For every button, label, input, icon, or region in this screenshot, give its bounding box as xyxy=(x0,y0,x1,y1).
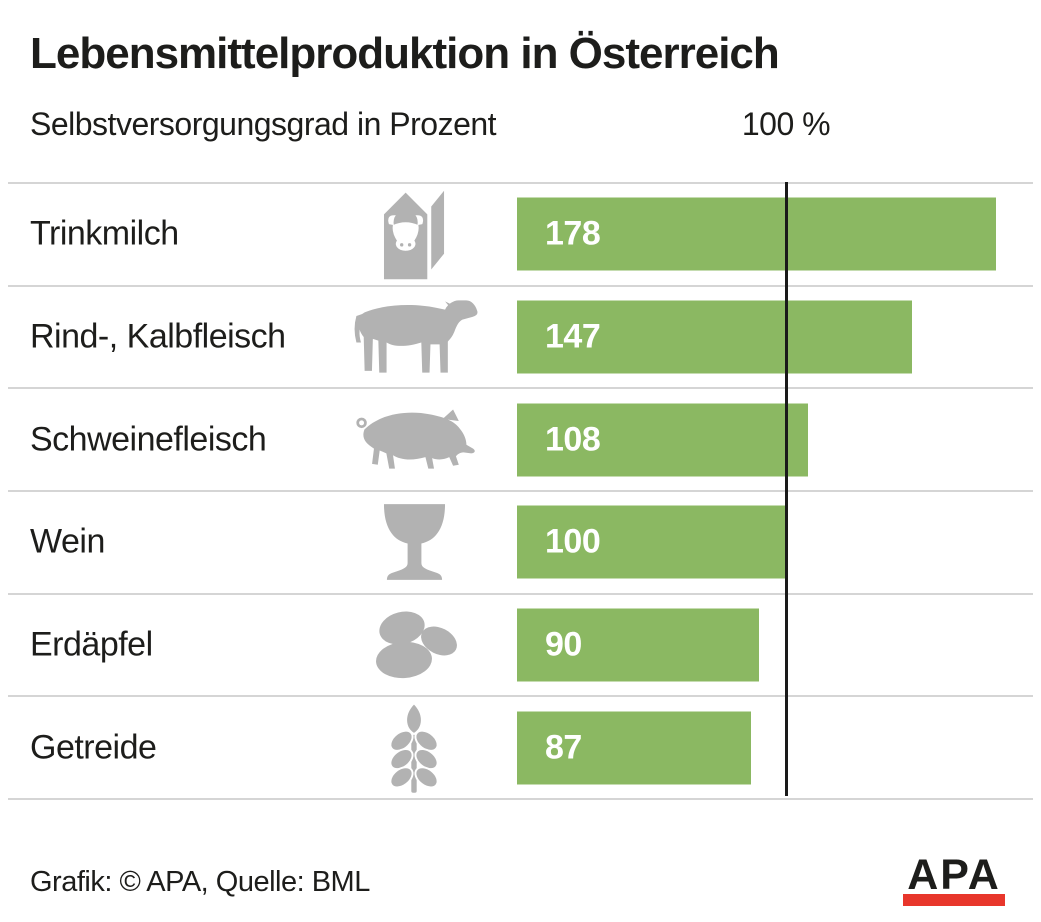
bar-chart: Trinkmilch 178 Rind-, Kalbfleisch 147 xyxy=(8,182,1033,800)
reference-line-label: 100 % xyxy=(741,106,831,142)
milk-carton-icon xyxy=(383,191,444,280)
bar: 178 xyxy=(517,197,996,271)
wine-glass-icon xyxy=(383,503,445,580)
page-title: Lebensmittelproduktion in Österreich xyxy=(30,29,780,78)
bar-value-label: 147 xyxy=(545,317,601,356)
apa-logo-red-bar xyxy=(903,894,1005,906)
bar: 147 xyxy=(517,300,912,374)
apa-logo: APA xyxy=(903,854,1005,906)
category-icon-slot xyxy=(344,595,484,696)
cow-icon xyxy=(354,300,478,373)
bar-value-label: 178 xyxy=(545,214,601,253)
bar: 90 xyxy=(517,608,759,682)
chart-row: Getreide 87 xyxy=(8,695,1033,798)
apa-logo-text: APA xyxy=(907,851,1001,899)
bar-value-label: 108 xyxy=(545,420,601,459)
chart-row: Rind-, Kalbfleisch 147 xyxy=(8,284,1033,388)
bar-value-label: 87 xyxy=(545,728,582,767)
subtitle-row: Selbstversorgungsgrad in Prozent 100 % xyxy=(0,106,1041,146)
chart-row: Erdäpfel 90 xyxy=(8,592,1033,696)
category-label: Schweinefleisch xyxy=(30,420,267,459)
chart-row: Trinkmilch 178 xyxy=(8,182,1033,285)
category-icon-slot xyxy=(344,184,484,285)
reference-line xyxy=(785,182,788,796)
chart-row: Wein 100 xyxy=(8,490,1033,593)
category-label: Wein xyxy=(30,522,105,561)
category-icon-slot xyxy=(344,492,484,593)
category-label: Getreide xyxy=(30,728,157,767)
pig-icon xyxy=(356,409,475,469)
chart-subtitle: Selbstversorgungsgrad in Prozent xyxy=(30,106,497,142)
potatoes-icon xyxy=(376,611,457,679)
category-icon-slot xyxy=(344,287,484,388)
bar-value-label: 100 xyxy=(545,522,601,561)
bar: 100 xyxy=(517,505,786,579)
category-label: Erdäpfel xyxy=(30,625,153,664)
bar: 87 xyxy=(517,711,751,785)
wheat-icon xyxy=(389,702,439,793)
source-credit: Grafik: © APA, Quelle: BML xyxy=(30,866,370,898)
chart-row: Schweinefleisch 108 xyxy=(8,387,1033,490)
category-label: Trinkmilch xyxy=(30,214,179,253)
category-icon-slot xyxy=(344,697,484,798)
category-label: Rind-, Kalbfleisch xyxy=(30,317,286,356)
bar-value-label: 90 xyxy=(545,625,582,664)
category-icon-slot xyxy=(344,389,484,490)
bar: 108 xyxy=(517,403,808,477)
